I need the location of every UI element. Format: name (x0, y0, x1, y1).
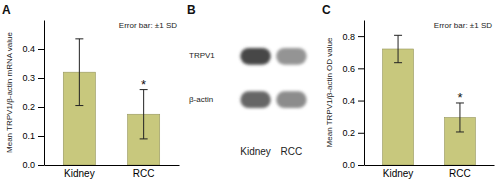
y-tick: 0.1 (22, 131, 44, 141)
y-tick: 0.0 (342, 160, 364, 170)
x-tick: Kidney (383, 165, 414, 179)
panel-label: C (322, 3, 331, 17)
error-bar (140, 90, 148, 139)
bar (383, 49, 414, 165)
y-tick-mark (38, 136, 44, 137)
y-axis-line (364, 21, 365, 166)
significance-star: * (141, 77, 146, 92)
y-tick-label: 0.2 (342, 128, 355, 138)
y-tick-label: 0.0 (22, 160, 35, 170)
error-bar (456, 103, 464, 132)
y-axis-line (44, 21, 45, 166)
panel-label: B (187, 3, 196, 17)
x-tick-label: RCC (449, 168, 471, 179)
x-axis: Kidney RCC (45, 165, 180, 179)
y-tick-mark (358, 68, 364, 69)
error-bar-cap (456, 131, 464, 132)
panel-label: A (2, 3, 11, 17)
blot-band (276, 48, 306, 65)
x-tick-label: Kidney (383, 168, 414, 179)
y-tick-mark (38, 107, 44, 108)
sample-label: RCC (281, 146, 303, 157)
y-tick: 0.0 (22, 160, 44, 170)
y-tick-label: 0.6 (342, 64, 355, 74)
error-bar-stem (79, 39, 80, 106)
x-tick: RCC (449, 165, 471, 179)
band-label: TRPV1 (189, 51, 215, 60)
error-bar-stem (143, 90, 144, 139)
y-tick-mark (358, 101, 364, 102)
y-tick: 0.2 (342, 128, 364, 138)
x-axis: Kidney RCC (365, 165, 495, 179)
x-axis-line (45, 165, 180, 166)
y-tick-mark (38, 78, 44, 79)
error-bar-cap (75, 38, 83, 39)
y-tick: 0.3 (22, 73, 44, 83)
plot-area (63, 39, 159, 165)
band-label: β-actin (189, 95, 213, 104)
y-axis-title: Mean TRPV1/β-actin mRNA value (5, 31, 14, 152)
y-tick-label: 0.1 (22, 131, 35, 141)
y-tick-label: 0.3 (22, 73, 35, 83)
y-tick-label: 0.0 (342, 160, 355, 170)
y-tick-mark (358, 133, 364, 134)
bar-panel: 0.0 0.2 0.4 0.6 0.8 Kidney RCC Mean TRPV1/β-act… (322, 3, 495, 179)
y-tick: 0.6 (342, 64, 364, 74)
y-tick-mark (38, 165, 44, 166)
y-tick-mark (358, 165, 364, 166)
error-bar-cap (75, 105, 83, 106)
y-tick: 0.4 (342, 96, 364, 106)
error-bar (75, 39, 83, 106)
y-tick-mark (358, 36, 364, 37)
error-bar-cap (394, 62, 402, 63)
blot-panel: TRPV1 β-actin Kidney RCC B (187, 3, 307, 157)
sample-label: Kidney (240, 146, 271, 157)
blot-band (276, 91, 306, 108)
note: Error bar: ±1 SD (434, 21, 492, 30)
y-axis: 0.0 0.2 0.4 0.6 0.8 (342, 21, 364, 171)
bar-panel: 0.0 0.1 0.2 0.3 0.4 Kidney RCC Mean TRPV1/β-act… (2, 3, 180, 179)
error-bar-cap (394, 35, 402, 36)
blot-band (240, 91, 270, 108)
error-bar-cap (140, 138, 148, 139)
error-bar-stem (398, 35, 399, 62)
error-bar (394, 35, 402, 62)
x-tick: RCC (133, 165, 155, 179)
y-tick-label: 0.2 (22, 102, 35, 112)
figure: 0.0 0.1 0.2 0.3 0.4 Kidney RCC Mean TRPV1/β-act… (0, 0, 500, 187)
x-tick-label: RCC (133, 168, 155, 179)
y-tick-label: 0.4 (22, 44, 35, 54)
x-tick-label: Kidney (64, 168, 95, 179)
x-tick: Kidney (64, 165, 95, 179)
y-axis-title: Mean TRPV1/β-actin OD value (325, 37, 334, 147)
plot-area (383, 35, 476, 165)
y-tick-mark (38, 49, 44, 50)
y-tick: 0.2 (22, 102, 44, 112)
note: Error bar: ±1 SD (119, 21, 177, 30)
y-tick-label: 0.8 (342, 31, 355, 41)
y-axis: 0.0 0.1 0.2 0.3 0.4 (22, 21, 44, 171)
significance-star: * (457, 90, 462, 105)
y-tick-label: 0.4 (342, 96, 355, 106)
blot-band (240, 48, 270, 65)
y-tick: 0.8 (342, 31, 364, 41)
error-bar-stem (459, 103, 460, 132)
y-tick: 0.4 (22, 44, 44, 54)
x-axis-line (365, 165, 495, 166)
